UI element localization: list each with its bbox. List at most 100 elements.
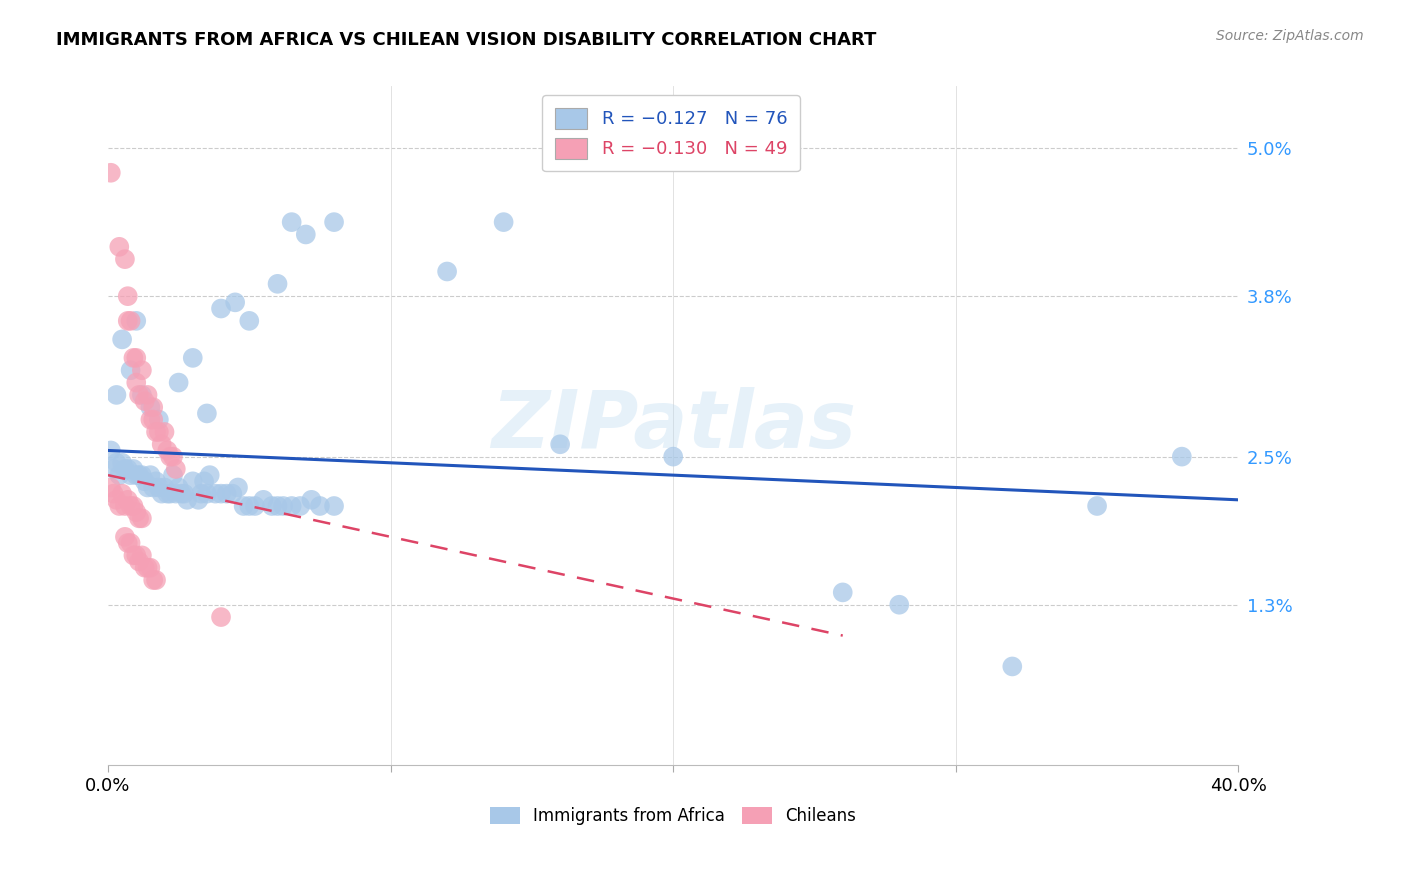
- Point: [232, 499, 254, 513]
- Point: [145, 425, 167, 439]
- Point: [122, 351, 145, 365]
- Point: [204, 486, 226, 500]
- Point: [165, 462, 187, 476]
- Point: [162, 468, 184, 483]
- Point: [131, 363, 153, 377]
- Point: [436, 264, 458, 278]
- Point: [142, 573, 165, 587]
- Point: [159, 486, 181, 500]
- Point: [120, 468, 142, 483]
- Point: [294, 227, 316, 242]
- Point: [139, 401, 162, 415]
- Point: [280, 215, 302, 229]
- Point: [139, 560, 162, 574]
- Point: [122, 549, 145, 563]
- Point: [128, 468, 150, 483]
- Point: [125, 468, 148, 483]
- Point: [125, 314, 148, 328]
- Point: [173, 486, 195, 500]
- Point: [145, 475, 167, 489]
- Point: [271, 499, 294, 513]
- Point: [323, 215, 346, 229]
- Point: [301, 492, 323, 507]
- Point: [165, 486, 187, 500]
- Point: [148, 412, 170, 426]
- Point: [131, 388, 153, 402]
- Legend: Immigrants from Africa, Chileans: Immigrants from Africa, Chileans: [484, 800, 863, 831]
- Point: [181, 351, 204, 365]
- Point: [167, 481, 190, 495]
- Point: [117, 492, 139, 507]
- Point: [100, 481, 122, 495]
- Point: [148, 481, 170, 495]
- Point: [108, 499, 131, 513]
- Point: [117, 536, 139, 550]
- Point: [252, 492, 274, 507]
- Point: [114, 252, 136, 267]
- Point: [108, 240, 131, 254]
- Point: [142, 401, 165, 415]
- Point: [889, 598, 911, 612]
- Point: [105, 492, 128, 507]
- Point: [209, 301, 232, 316]
- Point: [131, 549, 153, 563]
- Point: [117, 314, 139, 328]
- Point: [125, 549, 148, 563]
- Point: [136, 388, 159, 402]
- Point: [142, 481, 165, 495]
- Point: [238, 499, 260, 513]
- Point: [136, 481, 159, 495]
- Text: Source: ZipAtlas.com: Source: ZipAtlas.com: [1216, 29, 1364, 43]
- Point: [195, 406, 218, 420]
- Point: [128, 388, 150, 402]
- Point: [120, 363, 142, 377]
- Point: [323, 499, 346, 513]
- Point: [139, 412, 162, 426]
- Point: [195, 486, 218, 500]
- Point: [831, 585, 853, 599]
- Point: [139, 468, 162, 483]
- Point: [134, 475, 156, 489]
- Point: [103, 462, 125, 476]
- Point: [117, 462, 139, 476]
- Point: [153, 481, 176, 495]
- Point: [125, 505, 148, 519]
- Point: [209, 486, 232, 500]
- Point: [128, 511, 150, 525]
- Point: [662, 450, 685, 464]
- Point: [134, 394, 156, 409]
- Point: [190, 486, 212, 500]
- Point: [131, 468, 153, 483]
- Point: [145, 573, 167, 587]
- Point: [176, 492, 198, 507]
- Point: [100, 443, 122, 458]
- Point: [492, 215, 515, 229]
- Point: [125, 376, 148, 390]
- Point: [221, 486, 243, 500]
- Point: [288, 499, 311, 513]
- Point: [100, 166, 122, 180]
- Point: [309, 499, 332, 513]
- Point: [243, 499, 266, 513]
- Point: [134, 560, 156, 574]
- Point: [198, 468, 221, 483]
- Point: [117, 289, 139, 303]
- Point: [266, 499, 288, 513]
- Point: [170, 486, 193, 500]
- Point: [150, 486, 173, 500]
- Point: [120, 536, 142, 550]
- Point: [148, 425, 170, 439]
- Point: [548, 437, 571, 451]
- Point: [156, 486, 179, 500]
- Point: [153, 425, 176, 439]
- Point: [224, 295, 246, 310]
- Point: [122, 462, 145, 476]
- Text: IMMIGRANTS FROM AFRICA VS CHILEAN VISION DISABILITY CORRELATION CHART: IMMIGRANTS FROM AFRICA VS CHILEAN VISION…: [56, 31, 876, 49]
- Point: [111, 486, 134, 500]
- Point: [167, 376, 190, 390]
- Point: [209, 610, 232, 624]
- Point: [105, 456, 128, 470]
- Point: [187, 492, 209, 507]
- Point: [120, 499, 142, 513]
- Point: [131, 511, 153, 525]
